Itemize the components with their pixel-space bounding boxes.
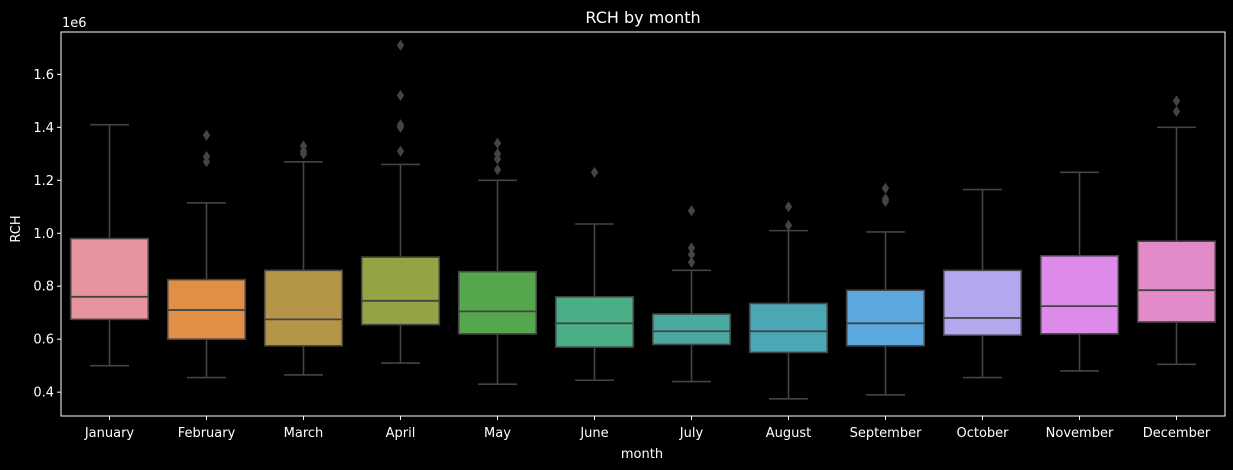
outlier-point-december: [1172, 95, 1181, 107]
box-may: [457, 270, 538, 335]
outlier-point-february: [202, 129, 211, 141]
x-tick-label-march: March: [284, 426, 324, 441]
outlier-point-may: [493, 137, 502, 149]
outlier-point-july: [687, 256, 696, 268]
box-june: [554, 296, 635, 348]
x-tick-label-april: April: [386, 426, 416, 441]
outlier-point-december: [1172, 105, 1181, 117]
x-tick-label-august: August: [766, 426, 812, 441]
box-september: [845, 289, 926, 347]
y-axis-offset-label: 1e6: [62, 16, 87, 31]
outlier-point-april: [396, 119, 405, 131]
y-tick-label: 1.4: [33, 121, 54, 136]
x-tick-label-december: December: [1143, 426, 1211, 441]
box-july: [651, 313, 732, 346]
outlier-point-july: [687, 205, 696, 217]
box-april: [360, 256, 441, 326]
outlier-point-august: [784, 201, 793, 213]
box-january: [69, 237, 150, 321]
outlier-point-september: [881, 182, 890, 194]
y-tick-label: 0.6: [33, 333, 54, 348]
y-tick-label: 1.6: [33, 68, 54, 83]
y-tick-label: 1.0: [33, 227, 54, 242]
box-december: [1136, 240, 1217, 323]
outlier-point-april: [396, 90, 405, 102]
x-tick-label-july: July: [679, 426, 704, 441]
x-tick-label-september: September: [850, 426, 923, 441]
outlier-point-march: [299, 140, 308, 152]
x-tick-label-january: January: [84, 426, 135, 441]
outlier-point-june: [590, 166, 599, 178]
outlier-point-may: [493, 164, 502, 176]
outlier-point-july: [687, 248, 696, 260]
outlier-point-february: [202, 150, 211, 162]
y-axis-title: RCH: [9, 215, 24, 242]
outlier-point-july: [687, 242, 696, 254]
x-tick-label-june: June: [579, 426, 608, 441]
plot-area: 0.4 0.6 0.8 1.0 1.2 1.4 1.6 January February Marc…: [33, 31, 1226, 441]
x-tick-label-february: February: [178, 426, 236, 441]
box-march: [263, 269, 344, 347]
x-axis-title: month: [621, 447, 663, 462]
outlier-point-april: [396, 39, 405, 51]
x-tick-label-may: May: [484, 426, 511, 441]
x-tick-label-october: October: [956, 426, 1009, 441]
x-tick-label-november: November: [1046, 426, 1114, 441]
box-october: [942, 269, 1023, 337]
outlier-point-september: [881, 193, 890, 205]
box-august: [748, 302, 829, 354]
outlier-point-april: [396, 145, 405, 157]
outlier-point-may: [493, 148, 502, 160]
y-tick-label: 0.8: [33, 280, 54, 295]
axes-frame: [60, 31, 1226, 417]
y-tick-label: 0.4: [33, 386, 54, 401]
outlier-point-august: [784, 219, 793, 231]
y-tick-label: 1.2: [33, 174, 54, 189]
box-november: [1039, 254, 1120, 335]
chart-title: RCH by month: [585, 8, 700, 27]
